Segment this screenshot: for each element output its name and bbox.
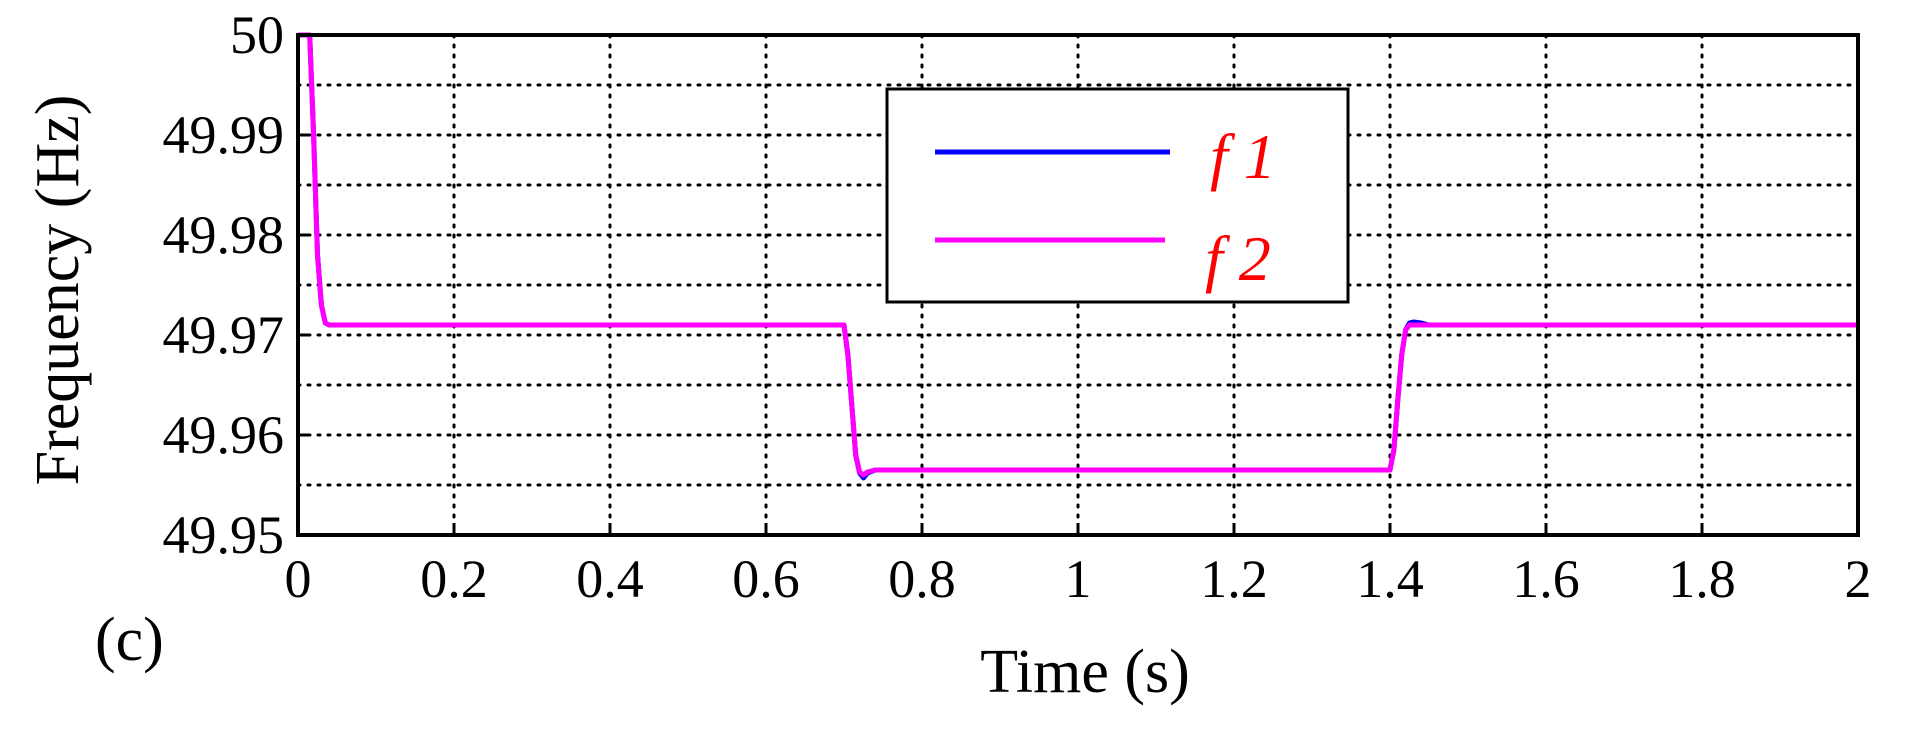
y-tick-label: 49.95	[163, 505, 285, 565]
x-tick-label: 1.8	[1668, 549, 1736, 609]
x-tick-label: 2	[1845, 549, 1872, 609]
x-tick-label: 0.8	[888, 549, 956, 609]
x-tick-label: 1.2	[1200, 549, 1268, 609]
y-tick-label: 50	[230, 5, 284, 65]
legend-label-f1: f 1	[1210, 121, 1276, 192]
legend-label-f2: f 2	[1205, 223, 1271, 294]
y-tick-label: 49.97	[163, 305, 285, 365]
x-axis-title: Time (s)	[980, 638, 1190, 706]
series-line-f2	[298, 32, 1858, 478]
y-tick-label: 49.99	[163, 105, 285, 165]
y-tick-label: 49.96	[163, 405, 285, 465]
x-tick-label: 0	[285, 549, 312, 609]
x-tick-label: 0.6	[732, 549, 800, 609]
y-axis-title: Frequency (Hz)	[24, 95, 92, 486]
x-tick-label: 0.4	[576, 549, 644, 609]
tick-layer: 0 0.2 0.4 0.6 0.8 1 1.2 1.4 1.6 1.8 2 49.95 49.96 49.…	[163, 5, 1872, 609]
x-tick-label: 1.4	[1356, 549, 1424, 609]
x-tick-label: 1	[1065, 549, 1092, 609]
y-tick-label: 49.98	[163, 205, 285, 265]
legend-box	[885, 87, 1350, 304]
x-tick-label: 1.6	[1512, 549, 1580, 609]
x-tick-label: 0.2	[420, 549, 488, 609]
series-layer	[298, 32, 1858, 481]
legend: f 1 f 2	[885, 87, 1350, 304]
panel-label: (c)	[95, 606, 164, 674]
